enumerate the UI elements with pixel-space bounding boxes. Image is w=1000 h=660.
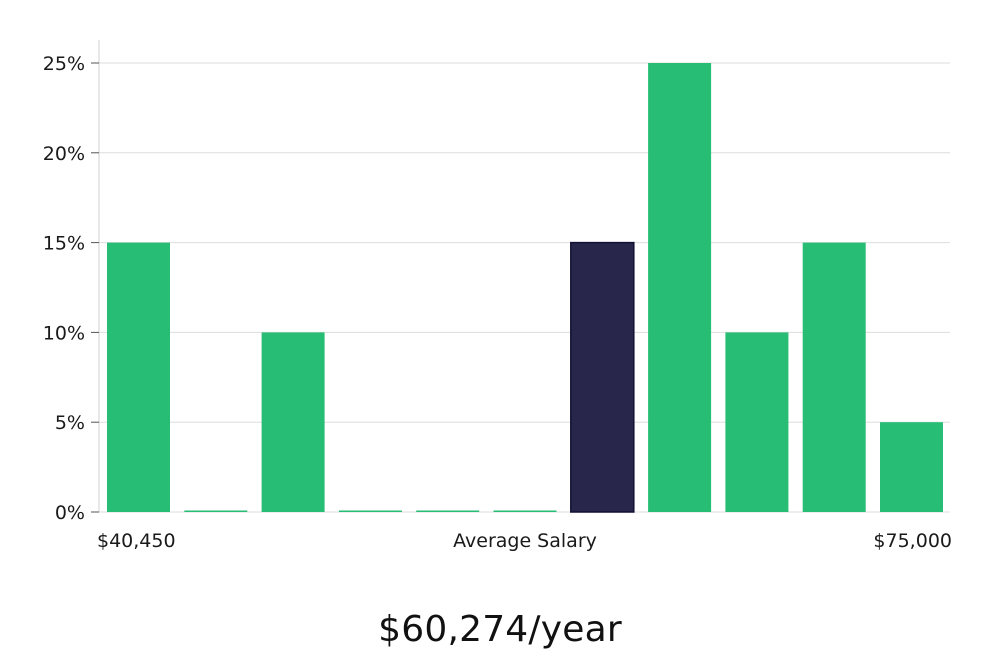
y-tick-label: 15%	[43, 233, 85, 255]
bar	[338, 510, 402, 512]
bar	[261, 332, 325, 512]
bar-highlighted	[570, 241, 635, 513]
bar	[184, 510, 248, 512]
bar	[493, 510, 557, 512]
average-salary-value: $60,274/year	[378, 609, 622, 650]
y-tick-labels: 0% 5% 10% 15% 20% 25%	[43, 53, 99, 524]
y-tick-label: 10%	[43, 322, 85, 344]
y-tick-label: 0%	[55, 502, 85, 524]
bar	[725, 332, 789, 512]
x-axis-label: Average Salary	[453, 530, 597, 552]
bar	[416, 510, 480, 512]
bar	[802, 242, 866, 512]
y-tick-label: 20%	[43, 143, 85, 165]
x-min-label: $40,450	[97, 530, 176, 552]
bar	[648, 63, 712, 512]
x-max-label: $75,000	[873, 530, 952, 552]
y-tick-label: 25%	[43, 53, 85, 75]
bars	[107, 63, 943, 513]
bar	[880, 422, 943, 512]
bar	[107, 242, 170, 512]
salary-histogram-chart: 0%5%10%15%20%25% $40,450 Average Salary …	[43, 40, 952, 552]
y-tick-label: 5%	[55, 412, 85, 434]
